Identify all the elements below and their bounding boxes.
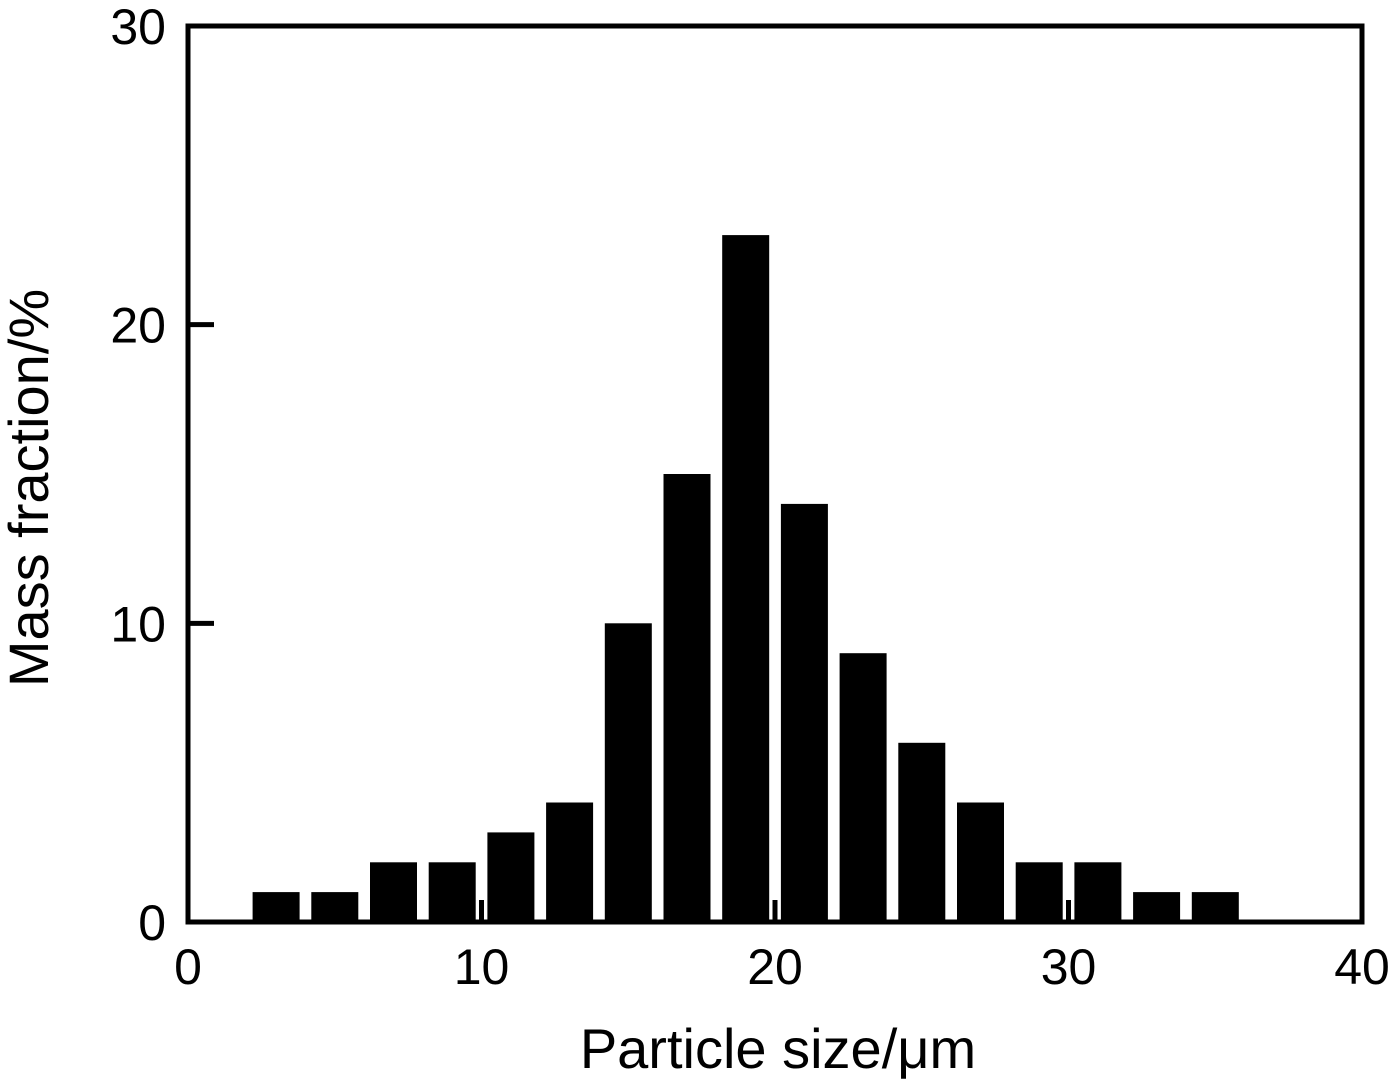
x-tick-label-10: 10 bbox=[454, 939, 510, 995]
bar-25 bbox=[898, 742, 946, 922]
y-tick-label-0: 0 bbox=[138, 895, 166, 951]
y-tick-label-10: 10 bbox=[110, 596, 166, 652]
bar-9 bbox=[428, 862, 476, 922]
bar-33 bbox=[1133, 892, 1181, 922]
x-tick-label-20: 20 bbox=[747, 939, 803, 995]
bar-11 bbox=[487, 832, 535, 922]
bar-5 bbox=[311, 892, 359, 922]
bar-29 bbox=[1015, 862, 1063, 922]
bar-13 bbox=[546, 802, 594, 922]
x-tick-label-30: 30 bbox=[1041, 939, 1097, 995]
bar-7 bbox=[370, 862, 417, 922]
y-tick-label-20: 20 bbox=[110, 298, 166, 354]
y-axis-title: Mass fraction/% bbox=[0, 289, 60, 687]
bar-21 bbox=[780, 503, 828, 922]
bar-3 bbox=[252, 892, 300, 922]
x-tick-label-0: 0 bbox=[174, 939, 202, 995]
bar-17 bbox=[663, 474, 711, 922]
ticks-group bbox=[188, 322, 1071, 922]
bar-19 bbox=[722, 235, 770, 923]
bar-31 bbox=[1074, 862, 1122, 922]
bar-23 bbox=[839, 653, 887, 922]
plot-frame bbox=[185, 23, 1365, 925]
x-axis-title: Particle size/μm bbox=[580, 1017, 976, 1080]
bar-15 bbox=[604, 623, 652, 922]
bars-group bbox=[252, 235, 1239, 923]
bar-35 bbox=[1191, 892, 1239, 922]
bar-27 bbox=[957, 802, 1004, 922]
y-tick-label-30: 30 bbox=[110, 0, 166, 55]
x-tick-label-40: 40 bbox=[1334, 939, 1390, 995]
tick-labels-group: 0 10 20 30 40 0 10 20 30 bbox=[110, 0, 1389, 995]
